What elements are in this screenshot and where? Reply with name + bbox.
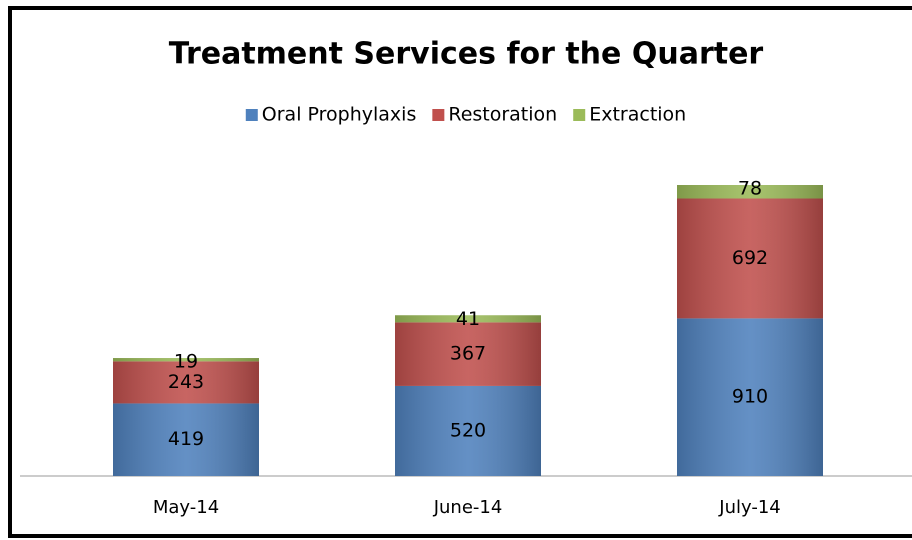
- data-label: 243: [168, 371, 204, 393]
- x-tick-label: May-14: [153, 497, 219, 518]
- x-tick-label: July-14: [718, 497, 780, 518]
- bar-shade: [113, 358, 259, 362]
- legend-item: Oral Prophylaxis: [245, 104, 417, 126]
- bar-shade: [113, 361, 259, 404]
- legend-label: Restoration: [448, 104, 557, 126]
- bar-shade: [395, 322, 541, 386]
- data-label: 367: [450, 343, 486, 365]
- data-label: 419: [168, 428, 204, 450]
- data-label: 41: [456, 308, 480, 330]
- bar-shade: [395, 315, 541, 323]
- bar-shade: [113, 403, 259, 476]
- data-label: 520: [450, 419, 486, 441]
- bar-shade: [677, 198, 823, 319]
- legend-label: Oral Prophylaxis: [262, 104, 417, 126]
- legend-item: Restoration: [432, 104, 557, 126]
- data-label: 19: [174, 351, 198, 373]
- chart-title: Treatment Services for the Quarter: [169, 37, 764, 72]
- legend-swatch: [245, 109, 258, 121]
- bar-shade: [677, 318, 823, 476]
- legend-label: Extraction: [589, 104, 686, 126]
- data-label: 78: [738, 178, 762, 200]
- legend-item: Extraction: [573, 104, 686, 126]
- x-tick-label: June-14: [433, 497, 503, 518]
- legend-swatch: [573, 109, 586, 121]
- legend-swatch: [432, 109, 445, 121]
- bar-shade: [395, 385, 541, 476]
- data-label: 910: [732, 386, 768, 408]
- data-label: 692: [732, 247, 768, 269]
- bar-shade: [677, 185, 823, 199]
